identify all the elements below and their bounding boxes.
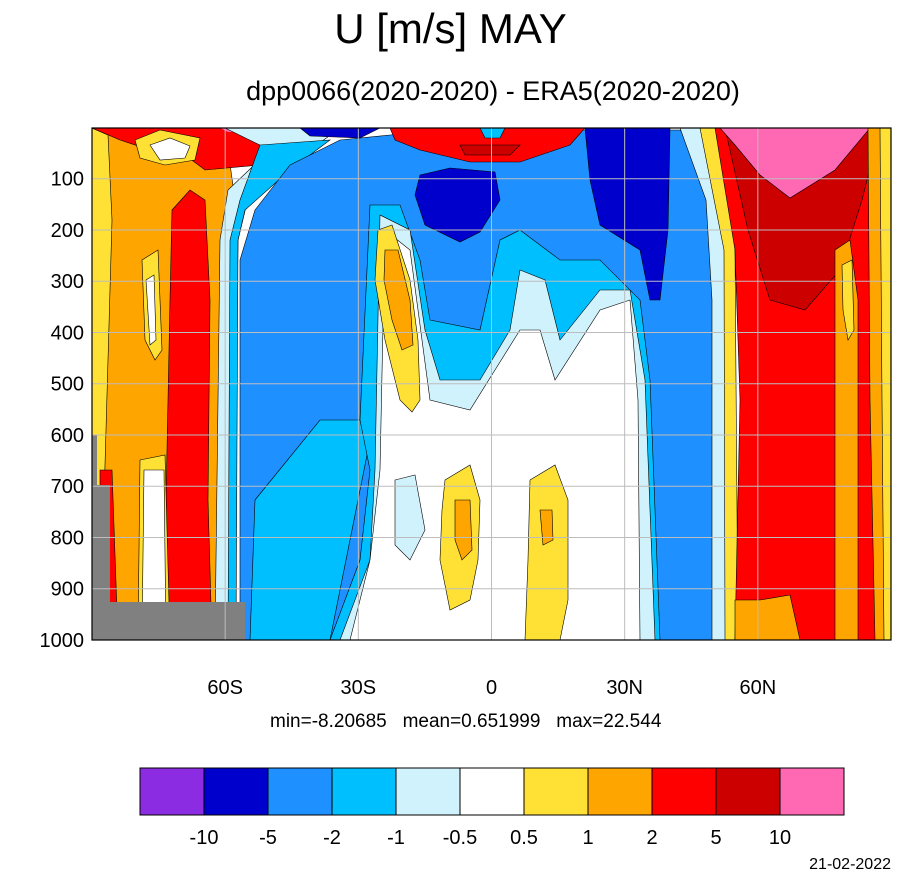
y-tick-label: 1000 <box>40 630 85 652</box>
region-nh-yellow-strip <box>841 259 855 341</box>
region-top-cyan <box>479 128 506 139</box>
colorbar-label: -5 <box>259 827 277 849</box>
region-tongue-nh <box>524 464 569 640</box>
y-tick-label: 200 <box>51 220 84 242</box>
colorbar-swatch <box>523 767 589 816</box>
y-tick-label: 900 <box>51 579 84 601</box>
x-tick-label: 0 <box>486 677 497 699</box>
region-tongue-nh-orange <box>539 509 554 546</box>
y-tick-label: 100 <box>51 169 84 191</box>
colorbar-label: 10 <box>769 827 791 849</box>
colorbar-label: 5 <box>710 827 721 849</box>
region-tongue-sh-orange <box>383 249 414 351</box>
x-tick-label: 60N <box>739 677 776 699</box>
colorbar-label: -1 <box>387 827 405 849</box>
colorbar-swatch <box>587 767 653 816</box>
colorbar-label: -2 <box>323 827 341 849</box>
stat-max: max=22.544 <box>556 711 662 732</box>
grid <box>92 128 891 640</box>
stat-min: min=-8.20685 <box>270 711 387 732</box>
colorbar-swatch <box>139 767 205 816</box>
region-sh-red <box>165 189 213 640</box>
region-light-patch <box>394 474 426 561</box>
region-top-darkred <box>459 144 521 156</box>
y-tick-label: 400 <box>51 322 84 344</box>
colorbar-label: 0.5 <box>510 827 538 849</box>
region-nh-orange-low <box>734 594 801 640</box>
colorbar-swatch <box>459 767 525 816</box>
colorbar-label: 2 <box>646 827 657 849</box>
region-dark-blue-nh <box>584 128 671 301</box>
colorbar-swatch <box>267 767 333 816</box>
y-tick-label: 600 <box>51 425 84 447</box>
plot-frame <box>91 127 892 641</box>
region-sh-white-low <box>141 469 167 640</box>
colorbar-swatch <box>203 767 269 816</box>
region-tongue-eq-orange <box>454 499 473 561</box>
x-tick-labels: 60S 30S 0 30N 60N <box>207 677 776 699</box>
y-tick-label: 800 <box>51 527 84 549</box>
y-tick-labels: 100 200 300 400 500 600 700 800 900 1000 <box>40 169 85 652</box>
region-nh-orange-strip <box>834 239 859 640</box>
region-dark-blue-eq <box>414 167 501 243</box>
x-tick-label: 60S <box>207 677 243 699</box>
region-top-blue <box>299 128 381 139</box>
colorbar-swatch <box>331 767 397 816</box>
chart-title: U [m/s] MAY <box>334 5 567 52</box>
x-tick-label: 30N <box>606 677 643 699</box>
colorbar-label: -10 <box>190 827 219 849</box>
colorbar-swatch <box>715 767 781 816</box>
y-tick-label: 300 <box>51 271 84 293</box>
region-nh-yellow <box>699 128 739 640</box>
colorbar-swatch <box>651 767 717 816</box>
x-tick-label: 30S <box>341 677 377 699</box>
y-tick-label: 500 <box>51 374 84 396</box>
y-tick-label: 700 <box>51 476 84 498</box>
colorbar-swatch <box>779 767 845 816</box>
stat-mean: mean=0.651999 <box>402 711 541 732</box>
region-sh-white-top <box>149 137 191 161</box>
colorbar-label: -0.5 <box>443 827 477 849</box>
date-stamp: 21-02-2022 <box>809 856 891 873</box>
chart-subtitle: dpp0066(2020-2020) - ERA5(2020-2020) <box>246 76 740 106</box>
colorbar-label: 1 <box>582 827 593 849</box>
colorbar-swatch <box>395 767 461 816</box>
region-sh-white-mid <box>145 274 157 346</box>
colorbar: -10 -5 -2 -1 -0.5 0.5 1 2 5 10 <box>139 767 845 849</box>
missing-topography <box>92 435 245 640</box>
stats-line: min=-8.20685 mean=0.651999 max=22.544 <box>270 710 661 734</box>
